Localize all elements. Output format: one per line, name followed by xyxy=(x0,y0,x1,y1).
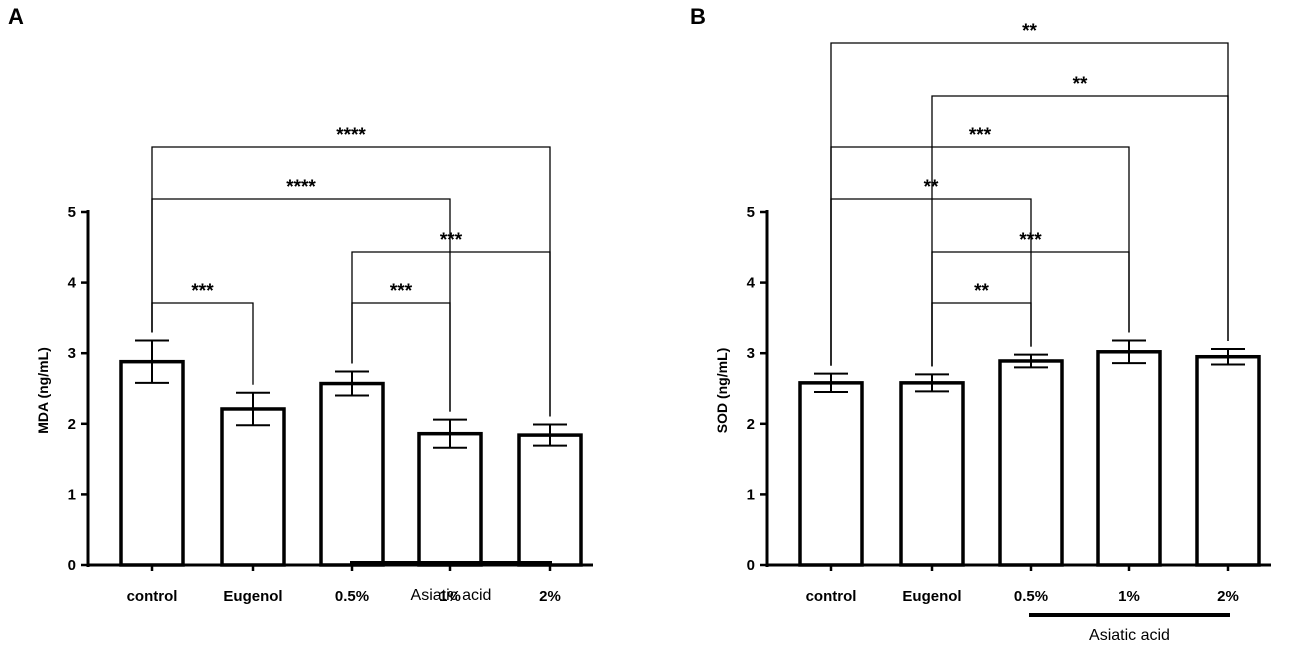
y-tick-label: 1 xyxy=(747,486,755,503)
x-tick-label: 1% xyxy=(1118,588,1140,605)
significance-label: ** xyxy=(974,281,989,302)
sod-chart-panel: 0 1 2 3 4 5 SOD (ng/mL) control Eugenol 0.5% 1% 2% A… xyxy=(714,21,1271,644)
x-tick-label: control xyxy=(127,588,178,605)
x-tick-label: 0.5% xyxy=(335,588,369,605)
bar xyxy=(899,381,965,567)
significance-bracket xyxy=(830,146,1130,366)
significance-label: *** xyxy=(390,281,413,302)
significance-bracket xyxy=(830,42,1229,366)
significance-bracket xyxy=(931,302,1032,367)
bar xyxy=(1096,350,1162,567)
bar xyxy=(220,407,286,567)
bar xyxy=(798,381,864,567)
y-tick-label: 5 xyxy=(68,204,76,221)
significance-bracket xyxy=(830,198,1032,366)
bar xyxy=(319,381,385,567)
significance-label: *** xyxy=(191,281,214,302)
y-tick-label: 3 xyxy=(68,345,76,362)
y-tick-label: 1 xyxy=(68,486,76,503)
y-tick-label: 2 xyxy=(747,416,755,433)
significance-label: **** xyxy=(286,177,316,198)
y-tick-label: 0 xyxy=(68,557,76,574)
significance-label: **** xyxy=(336,125,366,146)
x-tick-label: 2% xyxy=(539,588,561,605)
x-tick-label: 1% xyxy=(439,588,461,605)
bar xyxy=(119,359,185,567)
y-axis-title: SOD (ng/mL) xyxy=(714,348,730,434)
x-tick-label: 0.5% xyxy=(1014,588,1048,605)
x-tick-label: Eugenol xyxy=(902,588,961,605)
y-tick-label: 5 xyxy=(747,204,755,221)
significance-label: *** xyxy=(969,125,992,146)
x-tick-label: 2% xyxy=(1217,588,1239,605)
y-tick-label: 4 xyxy=(747,275,756,292)
mda-chart-panel: 0 1 2 3 4 5 MDA (ng/mL) control Eugenol 0.5% 1% 2% A… xyxy=(35,125,593,605)
group-label: Asiatic acid xyxy=(1089,627,1170,644)
x-tick-label: Eugenol xyxy=(223,588,282,605)
y-tick-label: 0 xyxy=(747,557,755,574)
y-tick-label: 3 xyxy=(747,345,755,362)
y-axis-title: MDA (ng/mL) xyxy=(35,347,51,434)
significance-bracket xyxy=(151,198,451,412)
panel-letter-b: B xyxy=(690,4,706,29)
significance-bracket xyxy=(151,146,551,417)
bar xyxy=(998,359,1064,567)
y-tick-label: 2 xyxy=(68,416,76,433)
significance-label: ** xyxy=(924,177,939,198)
significance-label: ** xyxy=(1022,21,1037,42)
y-tick-label: 4 xyxy=(68,275,77,292)
significance-label: *** xyxy=(440,230,463,251)
bar xyxy=(417,431,483,567)
bar xyxy=(517,433,583,567)
x-tick-label: control xyxy=(806,588,857,605)
bar xyxy=(1195,354,1261,567)
panel-letter-a: A xyxy=(8,4,24,29)
group-label: Asiatic acid xyxy=(411,587,492,604)
significance-label: ** xyxy=(1073,74,1088,95)
